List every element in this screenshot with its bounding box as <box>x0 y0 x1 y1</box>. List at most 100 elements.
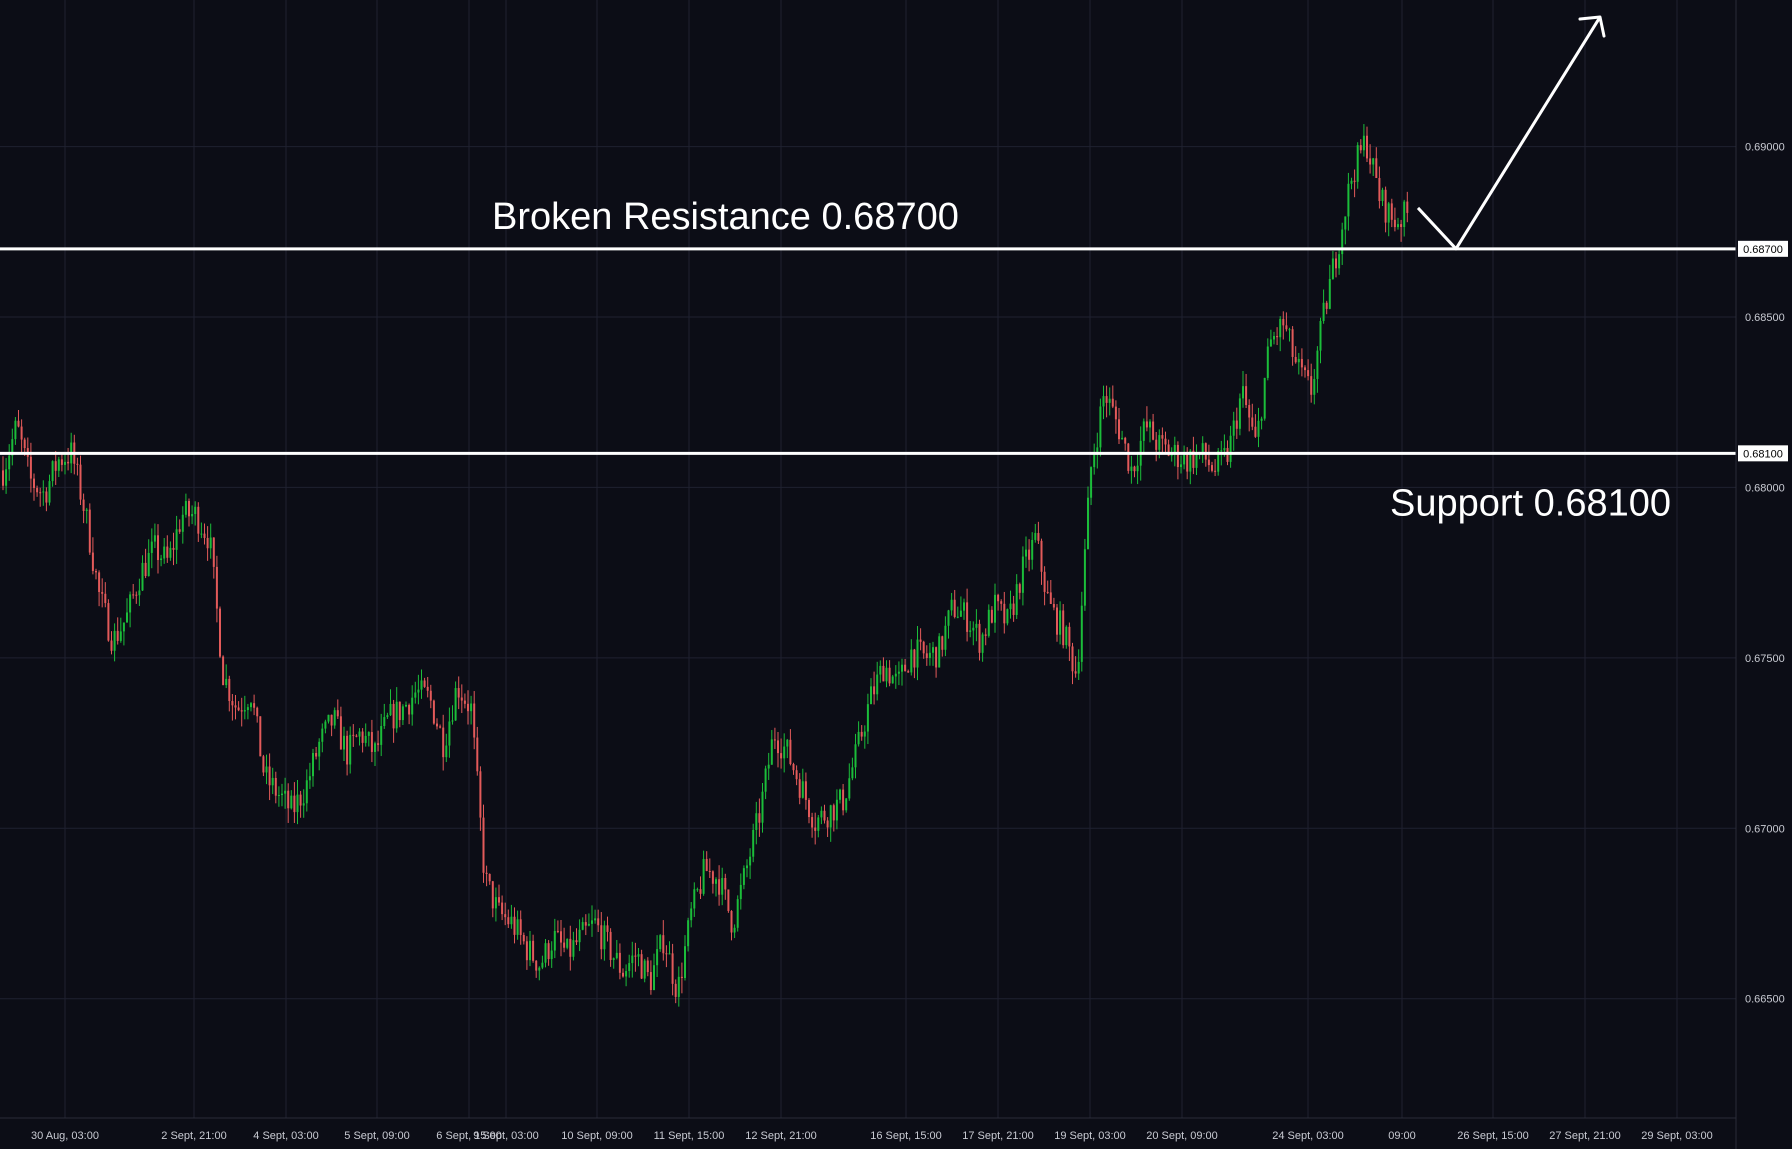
candle <box>897 661 900 686</box>
candle <box>677 966 680 1007</box>
candle-body <box>442 727 445 758</box>
candle-body <box>1056 607 1058 635</box>
candle-body <box>1037 533 1040 541</box>
candle <box>141 555 144 591</box>
candle-body <box>733 927 736 933</box>
candle <box>808 798 810 824</box>
candle <box>8 444 11 481</box>
candle-body <box>522 935 525 942</box>
candle-body <box>262 756 265 773</box>
candle-body <box>1375 158 1378 179</box>
candle <box>835 789 838 830</box>
candle-body <box>857 731 860 745</box>
candle-body <box>696 889 699 891</box>
candle <box>801 768 804 799</box>
candle <box>1294 346 1297 364</box>
candle-body <box>888 667 891 684</box>
candle <box>243 695 246 720</box>
candle <box>228 675 231 712</box>
candle-body <box>160 558 163 561</box>
candle <box>761 782 764 833</box>
candle-body <box>1186 453 1189 472</box>
candle-body <box>699 889 702 894</box>
candle <box>1356 142 1359 189</box>
candle-body <box>57 459 60 471</box>
candle <box>773 727 776 750</box>
candle-body <box>897 671 900 674</box>
candle <box>510 904 513 929</box>
candle <box>343 726 345 761</box>
candle-body <box>1018 584 1021 593</box>
candle <box>1133 465 1136 478</box>
candle-body <box>116 630 119 641</box>
candle-body <box>1127 443 1130 471</box>
candle <box>727 889 730 913</box>
candle <box>1242 370 1244 408</box>
candle <box>1046 580 1049 594</box>
candle-body <box>1189 450 1192 472</box>
candle <box>501 895 504 921</box>
candle-body <box>1319 321 1322 351</box>
candle-body <box>786 739 789 747</box>
candle <box>504 902 507 926</box>
candle-body <box>817 817 820 831</box>
candle-body <box>575 940 578 943</box>
candle-body <box>842 789 845 811</box>
candle-body <box>23 439 26 449</box>
candle-body <box>870 686 872 705</box>
candle <box>1142 418 1145 453</box>
candle <box>1049 579 1052 604</box>
candle-body <box>460 697 463 701</box>
candle <box>1207 444 1210 472</box>
candle-body <box>1111 398 1114 407</box>
candle <box>643 958 646 983</box>
candle-body <box>1322 302 1325 322</box>
candle-body <box>581 922 584 930</box>
candle <box>1273 331 1275 345</box>
candle-body <box>860 731 863 737</box>
candle <box>1189 449 1192 485</box>
candle <box>166 535 169 563</box>
x-tick-label: 20 Sept, 09:00 <box>1146 1130 1218 1142</box>
candle-body <box>1226 447 1229 462</box>
candle <box>1263 377 1266 421</box>
candle-body <box>1003 603 1006 624</box>
candle-body <box>941 636 944 650</box>
candle-body <box>1161 435 1164 439</box>
candle <box>656 935 659 978</box>
candle-body <box>538 967 541 971</box>
candle <box>1390 198 1393 228</box>
candle-body <box>392 703 395 729</box>
x-tick-label: 5 Sept, 09:00 <box>344 1130 409 1142</box>
candle-body <box>129 594 132 613</box>
candle-body <box>690 908 693 921</box>
candle <box>352 724 355 747</box>
candle <box>556 920 559 934</box>
candle-body <box>436 723 438 727</box>
candle-body <box>330 714 333 726</box>
candle <box>318 738 321 771</box>
candle <box>339 706 342 750</box>
candle-body <box>296 794 299 813</box>
candle-body <box>1393 219 1396 228</box>
candle <box>219 606 221 658</box>
candle <box>153 523 156 549</box>
candle-body <box>866 704 869 732</box>
candle-body <box>612 958 615 960</box>
candle-body <box>901 664 903 672</box>
candle <box>439 724 442 729</box>
candle-body <box>467 703 469 712</box>
candle <box>346 730 349 776</box>
candle <box>804 772 807 810</box>
candle-body <box>1080 605 1083 662</box>
candle-body <box>854 744 857 768</box>
candle-body <box>510 916 513 925</box>
candle-body <box>222 656 225 686</box>
x-tick-label: 30 Aug, 03:00 <box>31 1130 99 1142</box>
candle-body <box>219 608 221 657</box>
candle-body <box>563 942 566 948</box>
candle-body <box>1059 610 1062 635</box>
candle-body <box>653 965 655 991</box>
